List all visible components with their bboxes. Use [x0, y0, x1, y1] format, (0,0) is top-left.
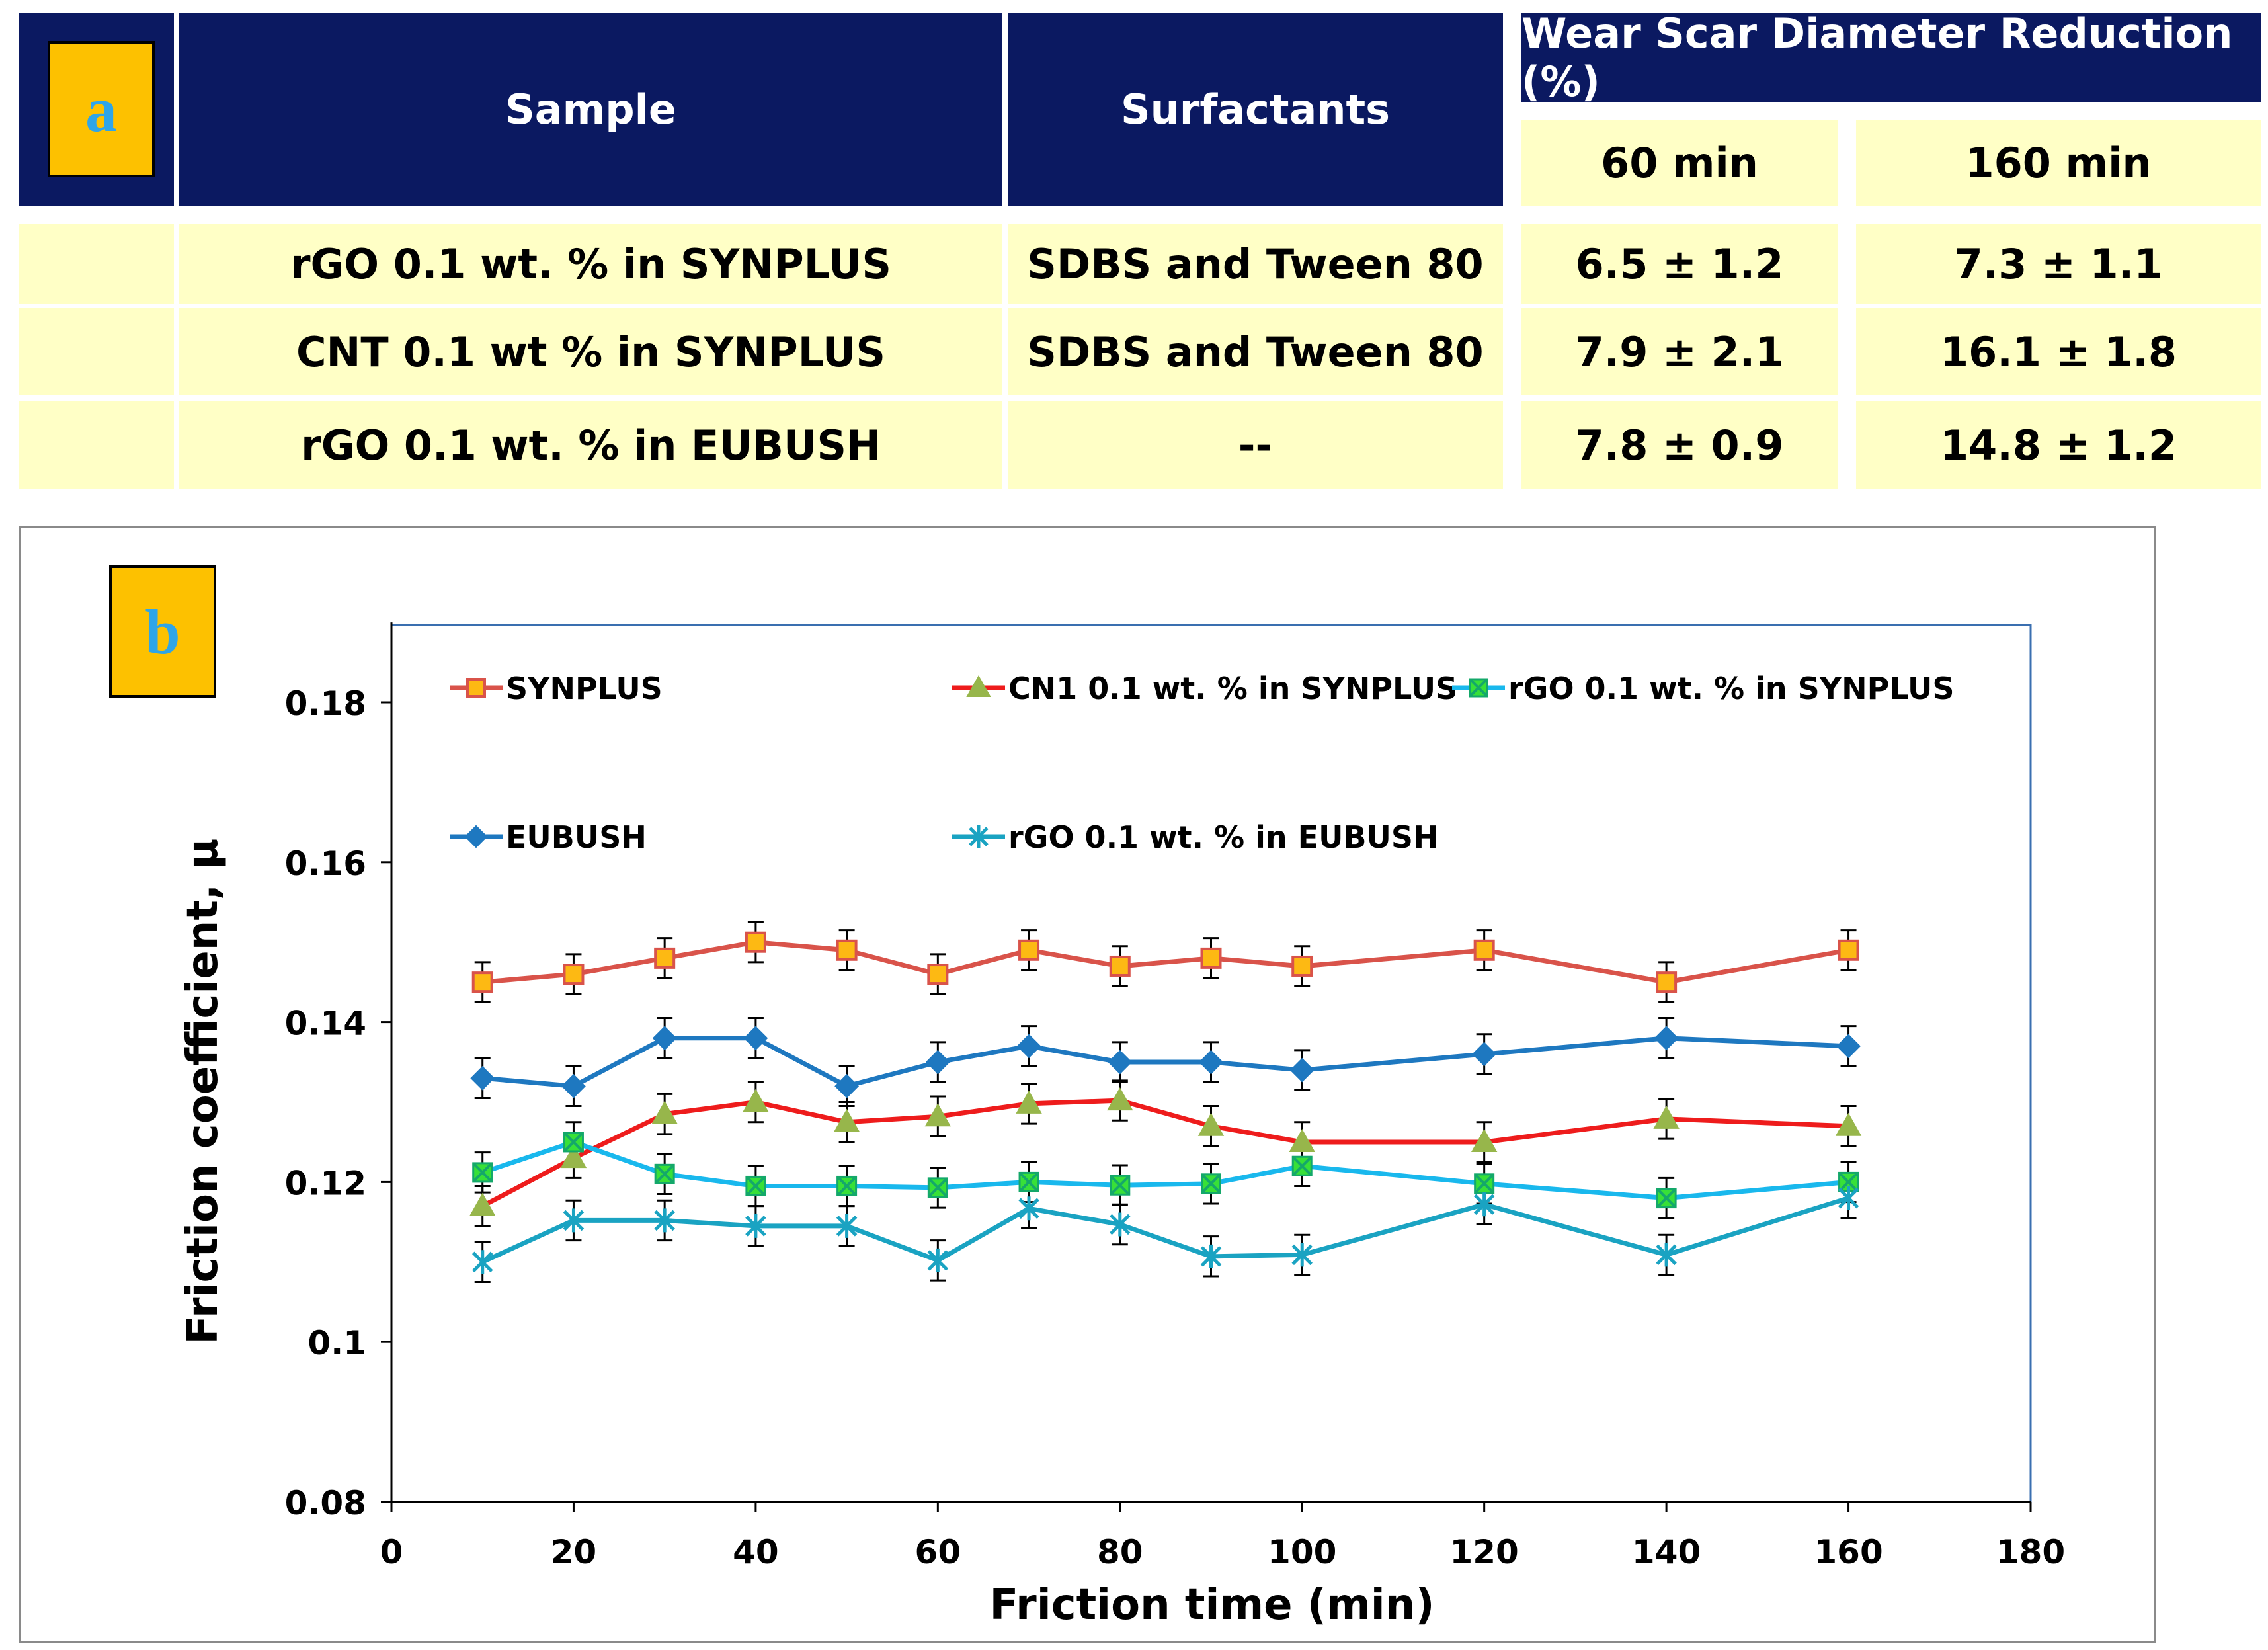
header-160-min: 160 min	[1856, 120, 2261, 206]
panel-b-chart-frame	[19, 526, 2156, 1643]
row-2-60-min: 7.9 ± 2.1	[1521, 308, 1838, 395]
row-2-160-min: 16.1 ± 1.8	[1856, 308, 2261, 395]
row-3-sample: rGO 0.1 wt. % in EUBUSH	[179, 401, 1002, 489]
row-3-160-min: 14.8 ± 1.2	[1856, 401, 2261, 489]
header-wear-scar: Wear Scar Diameter Reduction (%)	[1521, 9, 2261, 106]
panel-b-badge: b	[109, 565, 216, 698]
row-1-160-min: 7.3 ± 1.1	[1856, 224, 2261, 304]
row-1-blank	[19, 224, 174, 304]
row-2-sample: CNT 0.1 wt % in SYNPLUS	[179, 308, 1002, 395]
header-sample: Sample	[179, 13, 1002, 206]
row-2-surfactants: SDBS and Tween 80	[1008, 308, 1503, 395]
row-1-surfactants: SDBS and Tween 80	[1008, 224, 1503, 304]
row-1-60-min: 6.5 ± 1.2	[1521, 224, 1838, 304]
header-60-min: 60 min	[1521, 120, 1838, 206]
row-3-surfactants: --	[1008, 401, 1503, 489]
row-3-blank	[19, 401, 174, 489]
row-1-sample: rGO 0.1 wt. % in SYNPLUS	[179, 224, 1002, 304]
row-2-blank	[19, 308, 174, 395]
header-surfactants: Surfactants	[1008, 13, 1503, 206]
row-3-60-min: 7.8 ± 0.9	[1521, 401, 1838, 489]
panel-a-badge: a	[48, 41, 155, 177]
